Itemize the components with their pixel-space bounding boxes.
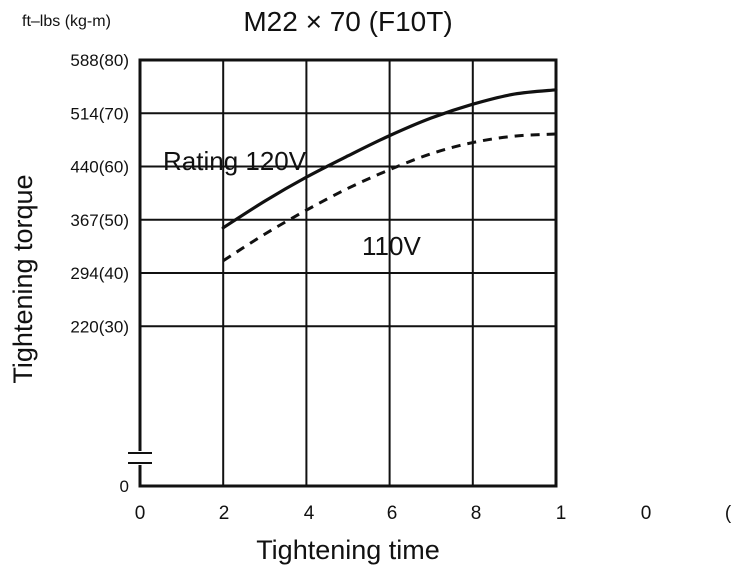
y-axis-break-mark xyxy=(128,451,152,464)
series-line-rating-120v xyxy=(221,88,558,230)
y-tick-label-5: 514(70) xyxy=(70,104,129,123)
y-tick-label-6: 588(80) xyxy=(70,51,129,70)
y-tick-label-0: 0 xyxy=(120,477,129,496)
series-label-rating-120v: Rating 120V xyxy=(163,146,307,176)
series-line-110v xyxy=(222,132,557,263)
y-axis-unit-label: ft–lbs (kg-m) xyxy=(22,13,111,30)
series-layer xyxy=(221,88,558,263)
y-tick-label-3: 367(50) xyxy=(70,211,129,230)
x-tick-label-6: 0 xyxy=(641,503,652,524)
series-label-110v: 110V xyxy=(362,231,421,261)
axis-layer: 0 220(30) 294(40) 367(50) 440(60) 514(70) 588(… xyxy=(70,51,731,524)
x-tick-label-5: 1 xyxy=(556,503,567,524)
x-tick-label-3: 6 xyxy=(387,503,398,524)
chart-title: M22 × 70 (F10T) xyxy=(243,6,452,37)
x-axis-title: Tightening time xyxy=(256,535,440,565)
y-tick-label-2: 294(40) xyxy=(70,264,129,283)
x-tick-label-1: 2 xyxy=(219,503,230,524)
x-tick-label-7: ( xyxy=(725,503,732,524)
y-tick-label-1: 220(30) xyxy=(70,317,129,336)
grid-layer xyxy=(140,60,556,486)
x-tick-label-2: 4 xyxy=(304,503,315,524)
y-tick-label-4: 440(60) xyxy=(70,158,129,177)
y-axis-title: Tightening torque xyxy=(8,174,38,383)
plot-frame xyxy=(138,58,558,488)
x-tick-label-4: 8 xyxy=(471,503,482,524)
x-tick-label-0: 0 xyxy=(135,503,146,524)
